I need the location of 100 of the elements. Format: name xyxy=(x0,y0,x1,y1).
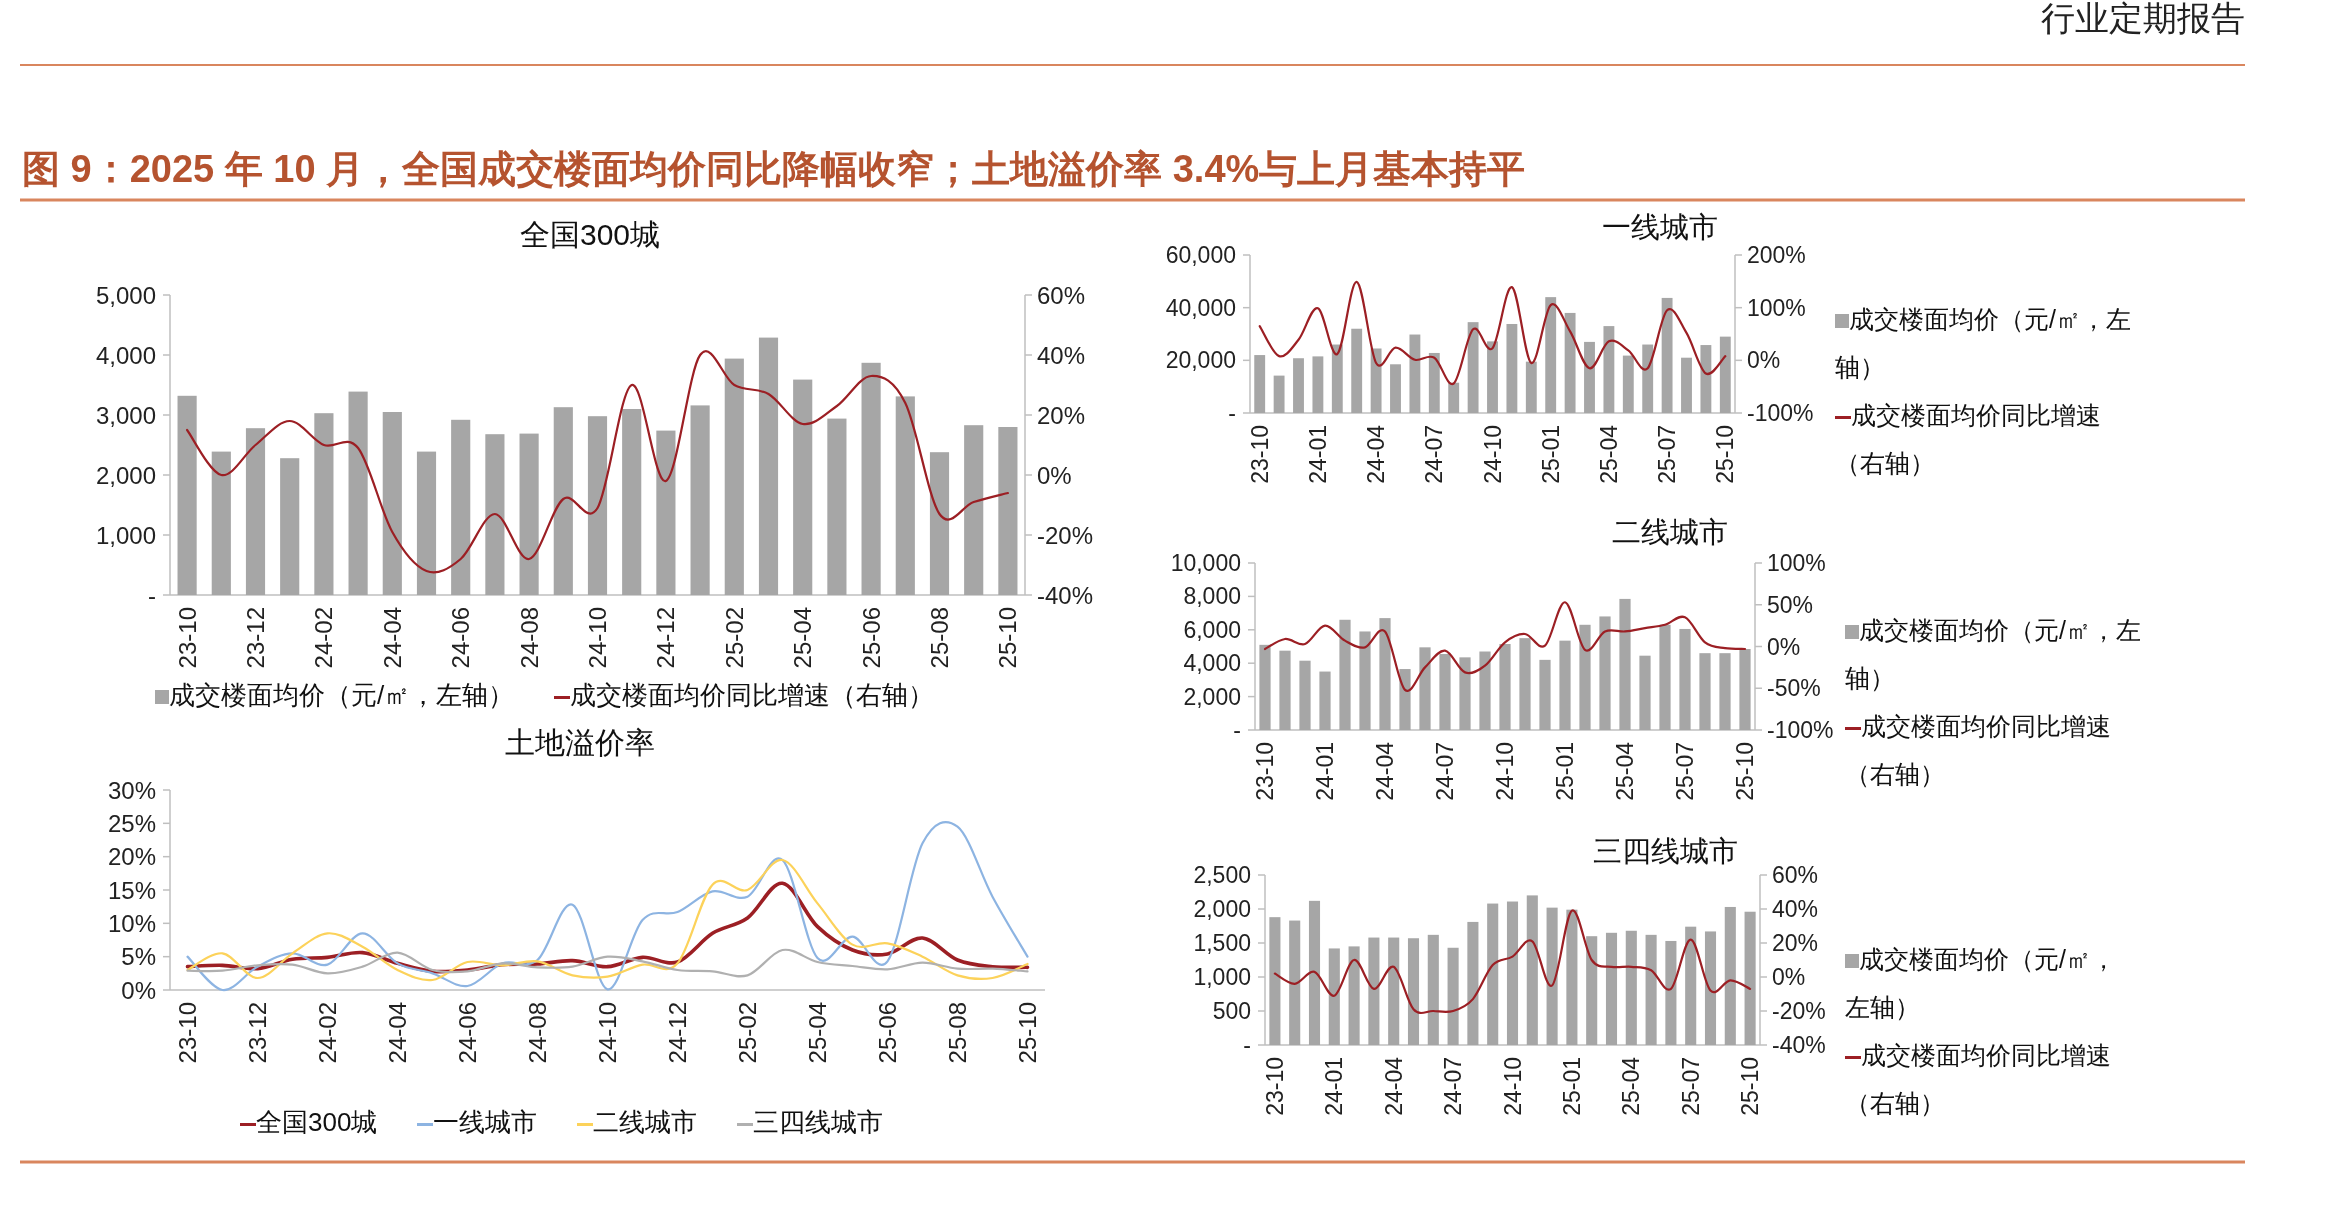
bar xyxy=(1586,936,1598,1045)
y-tick-label: 1,000 xyxy=(1193,964,1251,990)
bar xyxy=(1579,624,1591,730)
bar xyxy=(1388,937,1400,1045)
x-tick-label: 25-10 xyxy=(1732,742,1758,801)
x-tick-label: 25-07 xyxy=(1654,425,1681,484)
x-tick-label: 25-04 xyxy=(1612,741,1638,801)
line-series xyxy=(186,948,1029,978)
bar xyxy=(314,413,334,595)
bar xyxy=(1506,901,1519,1045)
legend-label: 成交楼面均价同比增速（右轴） xyxy=(1845,1041,2111,1117)
bar xyxy=(1545,297,1557,413)
y-tick-label: 2,000 xyxy=(95,461,156,489)
bar xyxy=(1427,934,1439,1045)
x-tick-label: 25-08 xyxy=(926,607,953,669)
bar xyxy=(1506,323,1518,413)
bar xyxy=(895,396,915,595)
bar xyxy=(348,391,368,595)
legend-label: 三四线城市 xyxy=(753,1107,884,1137)
y-tick-label: 4,000 xyxy=(1183,650,1241,677)
bar xyxy=(1273,375,1285,413)
x-tick-label: 23-10 xyxy=(174,1002,201,1064)
x-tick-label: 25-07 xyxy=(1672,742,1698,801)
bar xyxy=(1564,312,1576,413)
x-tick-label: 24-08 xyxy=(515,607,543,669)
bar xyxy=(1409,334,1421,413)
bar xyxy=(1642,344,1654,413)
text: 行业定期报告 xyxy=(2041,0,2245,38)
x-tick-label: 25-01 xyxy=(1537,425,1564,484)
x-tick-label: 24-10 xyxy=(1492,742,1518,801)
x-tick-label: 23-12 xyxy=(244,1002,271,1064)
bar xyxy=(1289,920,1301,1045)
y2-tick-label: -40% xyxy=(1037,581,1094,609)
y2-tick-label: 0% xyxy=(1747,347,1781,374)
y2-tick-label: 100% xyxy=(1767,550,1826,576)
bar xyxy=(1539,659,1551,730)
x-tick-label: 24-01 xyxy=(1312,742,1338,801)
y-tick-label: 10,000 xyxy=(1170,550,1241,576)
bar xyxy=(1447,947,1459,1045)
x-tick-label: 24-10 xyxy=(1479,425,1506,484)
bar xyxy=(1439,654,1451,730)
y-tick-label: 3,000 xyxy=(95,401,156,429)
y-tick-label: 10% xyxy=(107,909,156,937)
bar xyxy=(1428,352,1440,413)
bar xyxy=(1661,297,1673,413)
bar xyxy=(861,362,881,595)
y2-tick-label: -50% xyxy=(1767,675,1821,702)
bar xyxy=(587,416,608,595)
x-tick-label: 25-04 xyxy=(789,607,817,669)
bar xyxy=(1399,669,1411,730)
bar xyxy=(1339,619,1351,730)
x-tick-label: 23-12 xyxy=(242,607,269,669)
x-tick-label: 24-04 xyxy=(1372,741,1398,801)
bar xyxy=(1259,644,1271,730)
bar xyxy=(1622,355,1634,413)
bar xyxy=(1459,657,1471,730)
bar xyxy=(1368,937,1380,1045)
y-tick-label: 40,000 xyxy=(1165,294,1236,321)
bar xyxy=(1279,650,1291,730)
bar xyxy=(1599,616,1611,730)
legend-label: 成交楼面均价同比增速（右轴） xyxy=(1835,401,2101,477)
x-tick-label: 23-10 xyxy=(1261,1057,1288,1116)
y2-tick-label: 0% xyxy=(1037,461,1072,489)
bar xyxy=(1719,336,1731,413)
chart-title: 一线城市 xyxy=(1602,211,1718,243)
bar xyxy=(1467,921,1479,1045)
bar xyxy=(1487,341,1498,413)
x-tick-label: 23-10 xyxy=(1252,742,1278,801)
x-tick-label: 25-01 xyxy=(1552,742,1578,801)
bar xyxy=(1566,909,1578,1045)
bar xyxy=(1645,934,1657,1045)
x-tick-label: 25-10 xyxy=(1014,1002,1041,1064)
x-tick-label: 25-10 xyxy=(994,607,1022,669)
x-tick-label: 24-07 xyxy=(1421,425,1448,484)
bar xyxy=(1269,917,1281,1045)
legend-label: 成交楼面均价（元/㎡，左轴） xyxy=(1845,945,2116,1021)
y-tick-label: 8,000 xyxy=(1183,583,1241,610)
x-tick-label: 24-10 xyxy=(1499,1057,1526,1116)
chart-title: 三四线城市 xyxy=(1592,835,1738,867)
y-tick-label: 20,000 xyxy=(1165,347,1236,374)
bar xyxy=(1679,628,1691,730)
legend-label: 成交楼面均价（元/㎡，左轴） xyxy=(1835,305,2131,381)
x-tick-label: 24-08 xyxy=(524,1002,551,1064)
bar xyxy=(416,451,437,595)
y-tick-label: 2,000 xyxy=(1183,683,1241,710)
chart-title: 全国300城 xyxy=(519,218,661,251)
bar xyxy=(1605,932,1618,1045)
bar xyxy=(1559,640,1571,730)
bar xyxy=(1390,364,1401,413)
x-tick-label: 25-01 xyxy=(1558,1057,1585,1116)
x-tick-label: 25-10 xyxy=(1737,1057,1764,1116)
x-tick-label: 25-02 xyxy=(734,1002,761,1064)
y-tick-label: 1,500 xyxy=(1193,930,1251,956)
y-tick-label: 2,500 xyxy=(1193,862,1251,888)
x-tick-label: 25-04 xyxy=(804,1002,831,1064)
bar xyxy=(964,425,984,595)
bar xyxy=(929,452,950,595)
y-tick-label: 15% xyxy=(107,876,156,904)
bar xyxy=(280,458,300,595)
y2-tick-label: 60% xyxy=(1037,281,1086,309)
